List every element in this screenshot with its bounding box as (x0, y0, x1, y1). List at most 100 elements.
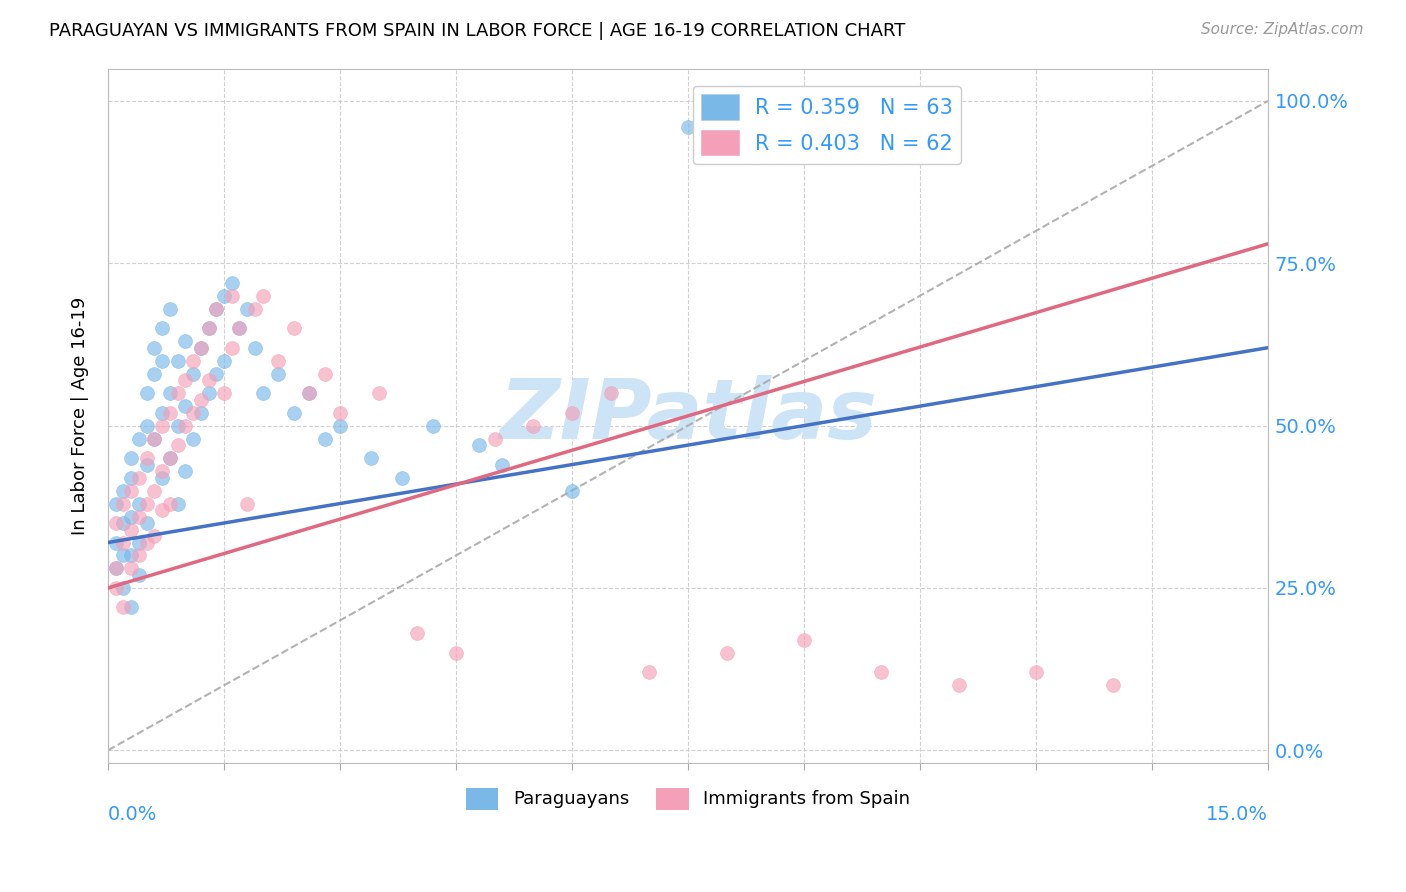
Point (221, 341, 243, 355)
Point (212, 386, 235, 401)
Point (135, 497, 157, 511)
Point (174, 464, 197, 478)
Point (221, 289, 243, 303)
Point (181, 353, 204, 368)
Point (166, 497, 188, 511)
Point (143, 432, 166, 446)
Text: Source: ZipAtlas.com: Source: ZipAtlas.com (1201, 22, 1364, 37)
Point (329, 418, 352, 433)
Point (159, 451, 181, 466)
Point (174, 373, 197, 387)
Point (367, 386, 389, 401)
Point (135, 386, 157, 401)
Point (120, 470, 142, 484)
Point (112, 516, 135, 530)
Point (112, 497, 135, 511)
Point (128, 568, 150, 582)
Point (197, 321, 219, 335)
Legend: Paraguayans, Immigrants from Spain: Paraguayans, Immigrants from Spain (458, 780, 917, 817)
Point (298, 386, 321, 401)
Point (468, 438, 491, 452)
Point (205, 367, 228, 381)
Point (769, 107, 792, 121)
Point (283, 321, 305, 335)
Point (166, 418, 188, 433)
Point (128, 497, 150, 511)
Point (112, 483, 135, 498)
Point (360, 451, 382, 466)
Point (676, 120, 699, 134)
Point (267, 367, 290, 381)
Point (128, 535, 150, 549)
Point (190, 406, 212, 420)
Point (243, 341, 266, 355)
Point (205, 301, 228, 316)
Point (128, 432, 150, 446)
Point (181, 406, 204, 420)
Point (1102, 678, 1125, 692)
Point (197, 321, 219, 335)
Point (252, 386, 274, 401)
Point (406, 626, 429, 640)
Point (267, 353, 290, 368)
Point (150, 406, 173, 420)
Point (120, 561, 142, 575)
Point (120, 523, 142, 537)
Point (159, 497, 181, 511)
Point (112, 535, 135, 549)
Point (120, 600, 142, 615)
Point (159, 386, 181, 401)
Point (104, 535, 127, 549)
Point (314, 432, 336, 446)
Point (870, 665, 893, 680)
Point (150, 353, 173, 368)
Point (491, 458, 513, 472)
Point (190, 341, 212, 355)
Point (135, 451, 157, 466)
Point (314, 367, 336, 381)
Point (143, 367, 166, 381)
Text: PARAGUAYAN VS IMMIGRANTS FROM SPAIN IN LABOR FORCE | AGE 16-19 CORRELATION CHART: PARAGUAYAN VS IMMIGRANTS FROM SPAIN IN L… (49, 22, 905, 40)
Point (112, 581, 135, 595)
Point (150, 503, 173, 517)
Point (252, 289, 274, 303)
Point (716, 646, 738, 660)
Point (104, 581, 127, 595)
Point (174, 418, 197, 433)
Point (236, 301, 259, 316)
Point (329, 406, 352, 420)
Point (228, 321, 250, 335)
Point (150, 470, 173, 484)
Point (104, 561, 127, 575)
Point (150, 464, 173, 478)
Point (135, 535, 157, 549)
Point (128, 549, 150, 563)
Point (391, 470, 413, 484)
Point (112, 549, 135, 563)
Text: 15.0%: 15.0% (1206, 805, 1268, 824)
Point (212, 289, 235, 303)
Point (221, 276, 243, 290)
Point (561, 483, 583, 498)
Point (599, 386, 621, 401)
Point (181, 367, 204, 381)
Point (143, 529, 166, 543)
Point (197, 373, 219, 387)
Point (444, 646, 467, 660)
Point (112, 600, 135, 615)
Point (120, 483, 142, 498)
Point (197, 386, 219, 401)
Point (638, 665, 661, 680)
Point (228, 321, 250, 335)
Point (484, 432, 506, 446)
Point (283, 406, 305, 420)
Point (104, 497, 127, 511)
Point (135, 418, 157, 433)
Point (561, 406, 583, 420)
Text: ZIPatlas: ZIPatlas (499, 376, 877, 457)
Point (135, 458, 157, 472)
Point (243, 301, 266, 316)
Point (948, 678, 970, 692)
Point (159, 406, 181, 420)
Point (174, 399, 197, 413)
